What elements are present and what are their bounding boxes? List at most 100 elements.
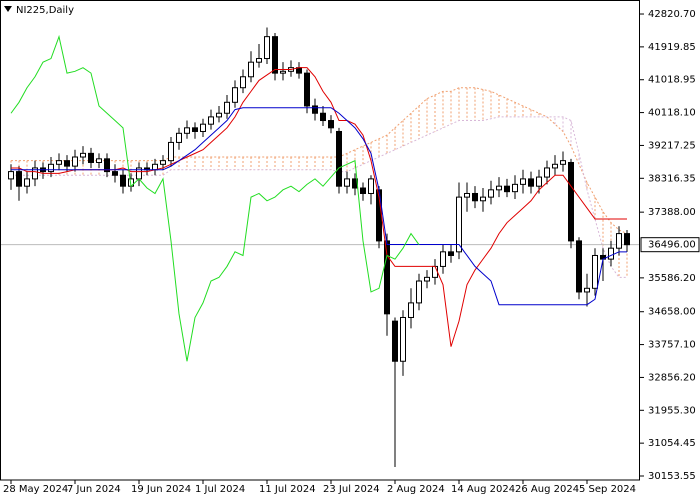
x-tick-label: 28 May 2024 [3, 484, 68, 495]
candle-body [96, 158, 102, 163]
candle-body [56, 160, 62, 165]
candle-body [624, 233, 630, 246]
candle-body [312, 105, 318, 114]
candle-body [336, 130, 342, 187]
candle-body [472, 192, 478, 202]
candle-body [448, 251, 454, 256]
candle-body [216, 112, 222, 118]
candle-body [160, 160, 166, 165]
x-tick-label: 14 Aug 2024 [451, 484, 515, 495]
candle-body [176, 132, 182, 143]
candle-body [280, 70, 286, 74]
candle-body [512, 183, 518, 193]
candle-body [608, 247, 614, 260]
symbol-icon [4, 6, 12, 12]
candle-body [496, 185, 502, 191]
x-tick-label: 2 Aug 2024 [387, 484, 445, 495]
candle-body [592, 254, 598, 289]
candle-body [536, 176, 542, 187]
candle-body [72, 156, 78, 167]
cloud-span [11, 116, 627, 278]
x-tick-label: 1 Jul 2024 [195, 484, 245, 495]
candle-body [256, 58, 262, 63]
candle-body [224, 101, 230, 114]
candle-body [320, 112, 326, 122]
candle-body [104, 158, 110, 173]
candle-body [568, 161, 574, 242]
candle-body [272, 36, 278, 74]
candle-body [528, 178, 534, 187]
candle-body [424, 276, 430, 282]
candle-body [584, 287, 590, 293]
x-tick-label: 7 Jun 2024 [67, 484, 121, 495]
y-tick-label: 35586.20 [648, 273, 696, 284]
candle-body [520, 178, 526, 185]
y-tick-label: 41919.85 [648, 42, 696, 53]
x-tick-label: 26 Aug 2024 [515, 484, 579, 495]
candle-body [456, 196, 462, 253]
candle-body [432, 265, 438, 278]
candle-body [368, 178, 374, 194]
candle-body [208, 116, 214, 125]
candle-body [344, 178, 350, 187]
candle-body [248, 61, 254, 78]
candle-body [168, 141, 174, 162]
candle-body [192, 127, 198, 132]
cloud-span [11, 87, 628, 235]
candle-body [544, 167, 550, 178]
candle-body [416, 280, 422, 304]
candle-body [480, 196, 486, 202]
candle-body [8, 171, 14, 180]
price-label-box [640, 237, 700, 253]
y-tick-label: 41018.95 [648, 75, 696, 86]
candle-body [112, 171, 118, 176]
candle-body [200, 123, 206, 132]
indicator-line [10, 34, 420, 362]
y-tick-label: 37388.00 [648, 207, 696, 218]
candle-body [304, 72, 310, 107]
y-tick-label: 33757.10 [648, 340, 696, 351]
candle-body [24, 178, 30, 187]
price-label: 36496.00 [648, 240, 696, 251]
candle-body [120, 174, 126, 187]
y-tick-label: 32856.20 [648, 372, 696, 383]
candle-body [232, 87, 238, 103]
candle-body [240, 76, 246, 89]
candle-body [400, 316, 406, 362]
candle-body [464, 192, 470, 198]
candle-body [616, 233, 622, 249]
y-tick-label: 30153.55 [648, 471, 696, 482]
x-tick-label: 5 Sep 2024 [579, 484, 636, 495]
candle-body [360, 187, 366, 194]
candle-body [392, 320, 398, 362]
candle-body [80, 152, 86, 158]
y-tick-label: 31955.30 [648, 405, 696, 416]
candle-body [560, 160, 566, 165]
candle-body [552, 163, 558, 169]
candle-body [576, 240, 582, 293]
y-tick-label: 34658.00 [648, 307, 696, 318]
candle-body [64, 160, 70, 167]
candle-body [264, 36, 270, 60]
y-tick-label: 40118.10 [648, 108, 696, 119]
x-tick-label: 19 Jun 2024 [131, 484, 191, 495]
candle-body [32, 167, 38, 180]
plot-area [0, 27, 640, 468]
candle-body [328, 120, 334, 129]
candle-body [184, 127, 190, 134]
y-tick-label: 31054.45 [648, 438, 696, 449]
indicator-line [11, 107, 627, 306]
candle-body [504, 185, 510, 193]
chart-title: NI225,Daily [16, 5, 74, 16]
candle-body [88, 152, 94, 163]
candle-body [384, 240, 390, 315]
x-tick-label: 23 Jul 2024 [323, 484, 380, 495]
y-tick-label: 39217.25 [648, 140, 696, 151]
y-tick-label: 38316.35 [648, 173, 696, 184]
candle-body [440, 251, 446, 267]
candle-body [408, 302, 414, 318]
plot-frame [0, 0, 640, 481]
y-tick-label: 42820.70 [648, 9, 696, 20]
